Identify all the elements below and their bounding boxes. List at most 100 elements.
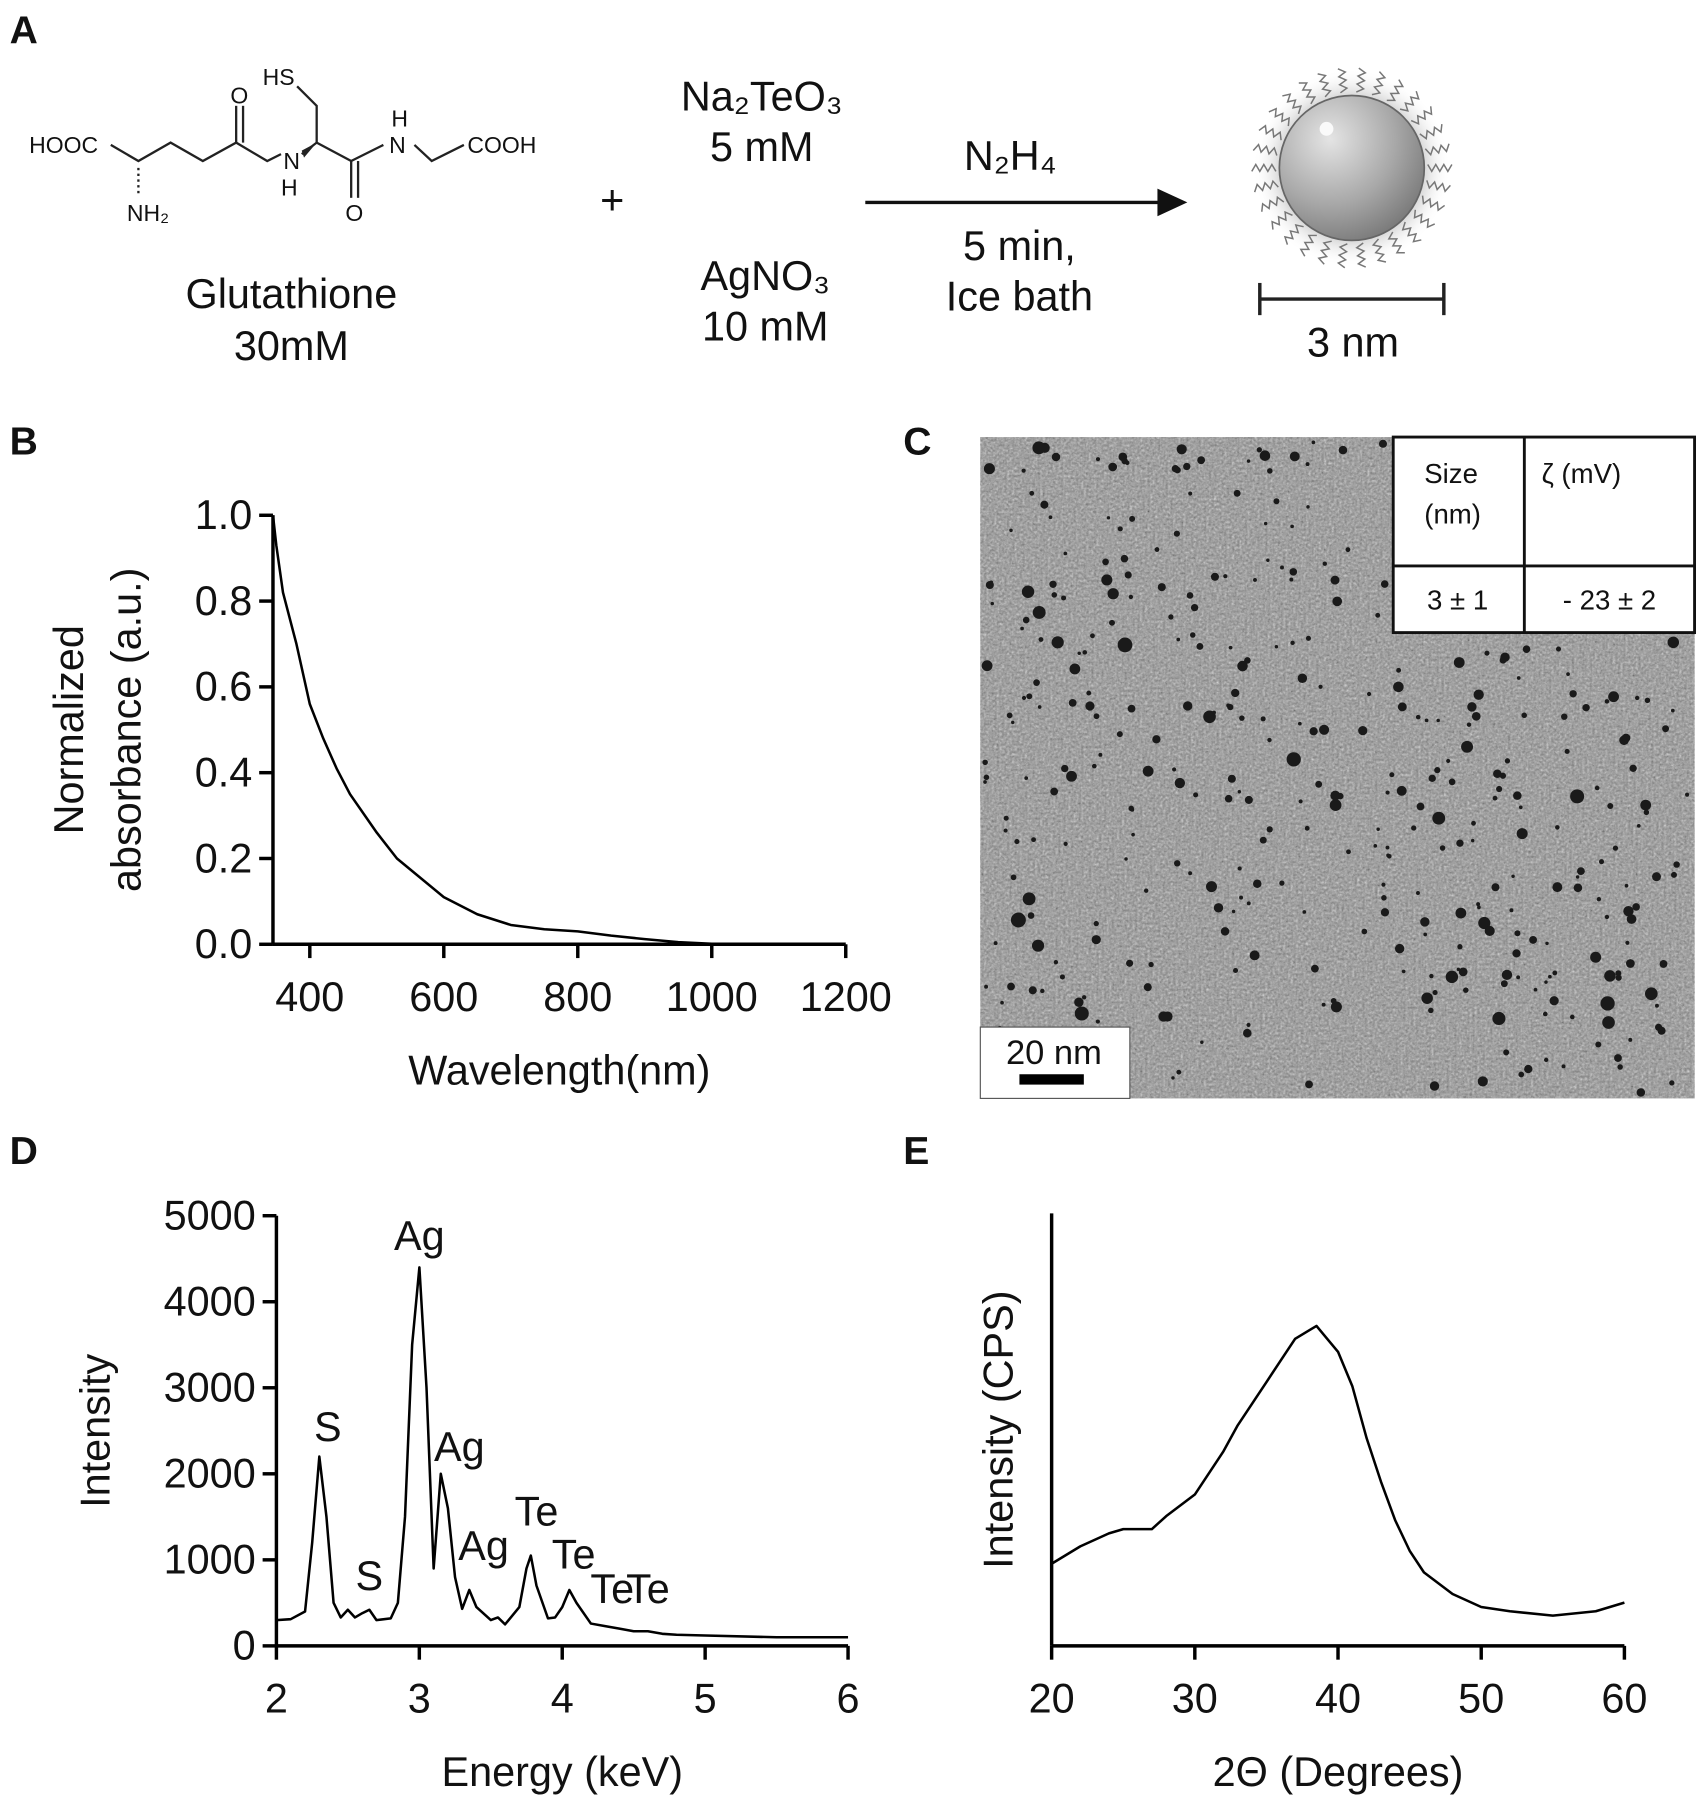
- particle: [1086, 690, 1092, 696]
- particle: [1077, 651, 1081, 656]
- particle: [1297, 721, 1302, 726]
- particle: [1101, 574, 1113, 586]
- particle: [1420, 917, 1430, 927]
- particle: [1429, 1081, 1440, 1091]
- particle: [1027, 912, 1035, 919]
- particle: [1189, 632, 1196, 638]
- particle: [1503, 1049, 1510, 1056]
- particle: [1188, 871, 1193, 876]
- x-tick-label: 60: [1601, 1676, 1647, 1722]
- particle: [1061, 595, 1067, 601]
- particle: [1109, 619, 1116, 626]
- particle: [1380, 580, 1389, 588]
- particle: [1319, 724, 1330, 735]
- particle: [1007, 982, 1015, 991]
- particle: [1477, 905, 1481, 910]
- table-header: Size: [1424, 458, 1478, 489]
- particle: [1652, 872, 1661, 882]
- atom-label: HS: [263, 64, 295, 90]
- particle: [1484, 925, 1495, 936]
- ligand: [1317, 73, 1332, 98]
- particle: [1434, 767, 1441, 774]
- particle: [1524, 1064, 1533, 1074]
- particle: [1500, 980, 1508, 988]
- particle: [1200, 1040, 1204, 1044]
- particles: [981, 439, 1690, 1097]
- ligand: [1399, 90, 1420, 112]
- ligand: [1317, 240, 1332, 265]
- peak-label: S: [356, 1553, 384, 1599]
- particle: [1183, 462, 1191, 471]
- particle: [1253, 879, 1262, 889]
- particle: [1074, 997, 1084, 1007]
- panel-label: A: [10, 10, 38, 53]
- particle: [1516, 676, 1521, 680]
- y-tick-label: 0.0: [195, 921, 253, 967]
- particle: [1636, 823, 1641, 828]
- particle: [1522, 645, 1531, 653]
- atom-label: NH₂: [127, 200, 169, 226]
- particle: [1612, 845, 1619, 851]
- particle: [1493, 769, 1502, 778]
- particle: [1428, 1007, 1434, 1014]
- particle: [1644, 987, 1658, 1001]
- atom-label: O: [345, 200, 363, 226]
- ligands: [1251, 67, 1453, 269]
- x-tick-label: 6: [837, 1676, 860, 1722]
- particle: [1125, 460, 1130, 466]
- particle: [1091, 935, 1101, 945]
- particle: [1415, 891, 1420, 895]
- particle: [1423, 932, 1428, 937]
- particle: [1330, 1001, 1342, 1013]
- particle: [1108, 462, 1118, 472]
- ligand: [1355, 242, 1367, 268]
- particle: [1544, 1057, 1549, 1063]
- particle: [1011, 720, 1015, 725]
- particle: [1330, 997, 1337, 1004]
- peak-label: Ag: [458, 1523, 509, 1569]
- ligand: [1271, 210, 1293, 230]
- particle: [1116, 731, 1123, 738]
- particle: [1582, 704, 1590, 712]
- atom-label: HOOC: [29, 132, 98, 158]
- particle: [1223, 574, 1228, 579]
- particle: [1309, 727, 1318, 736]
- particle: [1273, 498, 1280, 505]
- particle: [1386, 853, 1390, 858]
- particle: [1545, 941, 1549, 946]
- particle: [1050, 787, 1059, 796]
- particle: [1416, 802, 1425, 811]
- particle: [1154, 547, 1160, 552]
- particle: [1600, 996, 1615, 1011]
- particle: [1190, 603, 1199, 612]
- particle: [1361, 928, 1368, 935]
- particle: [1106, 516, 1111, 520]
- particle: [1129, 515, 1136, 522]
- condition: 5 min,: [963, 223, 1076, 269]
- salt-conc: 10 mM: [702, 303, 829, 349]
- particle: [1124, 857, 1128, 861]
- ligand: [1336, 243, 1349, 269]
- particle: [1259, 450, 1271, 461]
- particle: [1467, 702, 1477, 712]
- x-tick-label: 3: [408, 1676, 431, 1722]
- particle: [1496, 785, 1503, 793]
- particle: [1038, 637, 1044, 642]
- particle: [1290, 524, 1294, 529]
- ligand: [1268, 107, 1291, 127]
- particle: [1263, 521, 1268, 526]
- particle: [1021, 585, 1035, 598]
- particle: [1318, 684, 1323, 689]
- particle: [1461, 740, 1474, 753]
- particle: [1594, 785, 1600, 791]
- particle: [1244, 795, 1253, 804]
- particle: [1021, 468, 1026, 473]
- particle: [1561, 1064, 1566, 1069]
- particle: [1604, 970, 1616, 982]
- particle: [1457, 944, 1463, 950]
- particle: [1315, 780, 1323, 788]
- particle: [1051, 592, 1058, 598]
- particle: [1120, 554, 1129, 563]
- table-header: (nm): [1424, 498, 1481, 529]
- particle: [1302, 910, 1307, 914]
